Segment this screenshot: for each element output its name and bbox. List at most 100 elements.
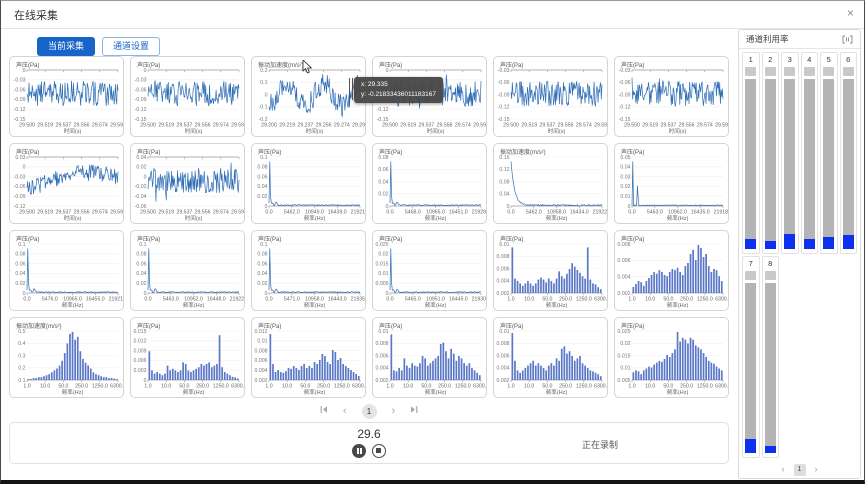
svg-text:10965.0: 10965.0	[426, 210, 445, 216]
chart-card[interactable]: 声压(Pa) 0.08 0.06 0.04 0.02 0 0.0 5468.0 10965.0 1…	[372, 143, 487, 224]
svg-text:0.03: 0.03	[620, 174, 630, 180]
chart-card[interactable]: 声压(Pa) 0.05 0.04 0.03 0.02 0.01 0 0.0 5463.0 1096…	[614, 143, 729, 224]
svg-text:0.002: 0.002	[618, 291, 631, 297]
svg-text:0: 0	[23, 291, 26, 297]
chart-card[interactable]: 声压(Pa) 0.04 0.02 0 -0.02 -0.04 -0.06 29.500 29.5…	[130, 143, 245, 224]
chart-card[interactable]: 声压(Pa) -0.03 -0.06 -0.09 -0.12 -0.15 29.500 29.…	[614, 56, 729, 137]
channel-number: 8	[768, 259, 773, 268]
chart-card[interactable]: 声压(Pa) 0.01 0.008 0.006 0.004 0.002 1.0 10.0 50.…	[372, 317, 487, 398]
last-page-icon[interactable]	[410, 405, 418, 417]
channel-gauge-3[interactable]: 3	[781, 52, 799, 254]
channel-value-box	[842, 66, 854, 76]
channel-gauge-5[interactable]: 5	[820, 52, 838, 254]
svg-text:0.04: 0.04	[257, 184, 267, 190]
close-icon[interactable]: ×	[846, 6, 854, 20]
chart-card[interactable]: 声压(Pa) 0.03 0 -0.03 -0.06 -0.09 -0.12 29.500 29.…	[9, 143, 124, 224]
svg-text:0.002: 0.002	[255, 378, 268, 384]
channel-gauge-4[interactable]: 4	[800, 52, 818, 254]
svg-text:1.0: 1.0	[265, 384, 272, 390]
channel-number: 7	[748, 259, 753, 268]
svg-text:29.556: 29.556	[437, 123, 453, 129]
panel-prev-icon[interactable]: ‹	[781, 464, 785, 474]
svg-text:16455.0: 16455.0	[86, 297, 105, 303]
chart-card[interactable]: 声压(Pa) 0.1 0.08 0.06 0.04 0.02 0 0.0 5476.0 10965…	[9, 230, 124, 311]
chart-card[interactable]: 声压(Pa) 0.1 0.08 0.06 0.04 0.02 0 0.0 5471.0 10958…	[251, 230, 366, 311]
svg-text:0: 0	[507, 204, 510, 210]
chart-card[interactable]: 声压(Pa) 0.015 0.012 0.009 0.006 0.003 0 1.0 10.0 5…	[130, 317, 245, 398]
chart-card[interactable]: 振动加速度(m/s²) 0.5 0.4 0.3 0.2 0.1 1.0 10.0 50.0 250…	[9, 317, 124, 398]
chart-card[interactable]: 声压(Pa) 0.1 0.08 0.06 0.04 0.02 0 0.0 5463.0 10952…	[130, 230, 245, 311]
stop-button[interactable]	[372, 444, 386, 458]
channel-gauge-1[interactable]: 1	[742, 52, 760, 254]
chart-card[interactable]: 声压(Pa) 0.01 0.008 0.006 0.004 0.002 1.0 10.0 50.…	[493, 230, 608, 311]
svg-text:250.0: 250.0	[317, 384, 330, 390]
svg-text:29.519: 29.519	[37, 210, 53, 216]
channel-level-fill	[764, 446, 776, 453]
svg-text:29.274: 29.274	[334, 123, 350, 129]
svg-text:0: 0	[23, 165, 26, 171]
svg-text:29.519: 29.519	[37, 123, 53, 129]
svg-text:频率(Hz): 频率(Hz)	[667, 301, 689, 309]
svg-text:250.0: 250.0	[680, 384, 693, 390]
chart-card[interactable]: 振动加速度(m/s²) 0.2 0.1 0 -0.1 -0.2 29.200 29.219 29…	[251, 56, 366, 137]
svg-text:10.0: 10.0	[403, 384, 413, 390]
svg-text:时间(s): 时间(s)	[669, 127, 687, 135]
svg-text:时间(s): 时间(s)	[185, 127, 203, 135]
chart-title: 声压(Pa)	[379, 63, 403, 69]
svg-text:1250.0: 1250.0	[697, 384, 713, 390]
panel-next-icon[interactable]: ›	[814, 464, 818, 474]
svg-text:16451.0: 16451.0	[449, 210, 468, 216]
tab-channel-settings[interactable]: 通道设置	[102, 37, 161, 56]
svg-text:50.0: 50.0	[663, 297, 673, 303]
svg-text:0: 0	[144, 378, 147, 384]
svg-text:29.556: 29.556	[195, 210, 211, 216]
first-page-icon[interactable]	[320, 405, 328, 417]
svg-text:0.08: 0.08	[136, 252, 146, 258]
chart-title: 振动加速度(m/s²)	[500, 150, 546, 156]
svg-text:29.537: 29.537	[55, 123, 71, 129]
pause-button[interactable]	[352, 444, 366, 458]
svg-text:250.0: 250.0	[438, 384, 451, 390]
svg-text:21918.0: 21918.0	[714, 210, 728, 216]
current-page-badge[interactable]: 1	[361, 403, 377, 419]
svg-text:0.04: 0.04	[620, 165, 630, 171]
panel-title: 通道利用率	[746, 34, 789, 44]
prev-page-icon[interactable]: ‹	[342, 404, 347, 417]
svg-text:-0.09: -0.09	[14, 97, 26, 103]
chart-card[interactable]: 声压(Pa)0-0.03-0.06-0.09-0.12-0.1529.50029…	[349, 56, 487, 137]
next-page-icon[interactable]: ›	[391, 404, 396, 417]
channel-gauge-7[interactable]: 7	[742, 256, 760, 458]
panel-page-badge[interactable]: 1	[793, 463, 806, 476]
chart-title: 声压(Pa)	[379, 150, 403, 156]
chart-card[interactable]: 声压(Pa) 0.01 0.008 0.006 0.004 0.002 1.0 10.0 50.…	[493, 317, 608, 398]
svg-text:29.556: 29.556	[74, 123, 90, 129]
chart-card[interactable]: 声压(Pa) 0.1 0.08 0.06 0.04 0.02 0 0.0 5462.0 10949…	[251, 143, 366, 224]
svg-text:0.002: 0.002	[497, 291, 510, 297]
svg-text:0.0: 0.0	[23, 297, 30, 303]
chart-card[interactable]: 声压(Pa) 0.025 0.02 0.015 0.01 0.005 0 0.0 5465.0 1…	[372, 230, 487, 311]
channel-gauge-6[interactable]: 6	[839, 52, 857, 254]
channel-level-track	[764, 282, 776, 453]
svg-text:1.0: 1.0	[144, 384, 151, 390]
chart-card[interactable]: 声压(Pa) 0.025 0.02 0.015 0.01 0.005 1.0 10.0 50.0…	[614, 317, 729, 398]
channel-gauge-2[interactable]: 2	[761, 52, 779, 254]
tab-current-acquisition[interactable]: 当前采集	[37, 37, 96, 56]
chart-title: 声压(Pa)	[16, 63, 40, 69]
svg-text:0.025: 0.025	[618, 329, 631, 335]
collapse-panel-icon[interactable]	[842, 35, 853, 44]
chart-card[interactable]: 声压(Pa) 0.008 0.006 0.004 0.002 1.0 10.0 50.0 250…	[614, 230, 729, 311]
chart-card[interactable]: 声压(Pa) -0.03 -0.06 -0.09 -0.12 -0.15 29.500 29.…	[493, 56, 608, 137]
svg-text:0.004: 0.004	[618, 275, 631, 281]
svg-text:29.293: 29.293	[352, 123, 365, 129]
svg-text:5463.0: 5463.0	[647, 210, 663, 216]
svg-text:21921.0: 21921.0	[351, 210, 365, 216]
chart-card[interactable]: 振动加速度(m/s²) 0.16 0.12 0.08 0.04 0 0.0 5462.0 109…	[493, 143, 608, 224]
channel-level-track	[764, 78, 776, 249]
svg-text:21929.0: 21929.0	[472, 210, 486, 216]
svg-text:0.2: 0.2	[18, 366, 25, 372]
chart-card[interactable]: 声压(Pa) 0.012 0.01 0.008 0.006 0.004 0.002 1.0 10…	[251, 317, 366, 398]
channel-gauge-8[interactable]: 8	[761, 256, 779, 458]
svg-text:1.0: 1.0	[507, 297, 514, 303]
